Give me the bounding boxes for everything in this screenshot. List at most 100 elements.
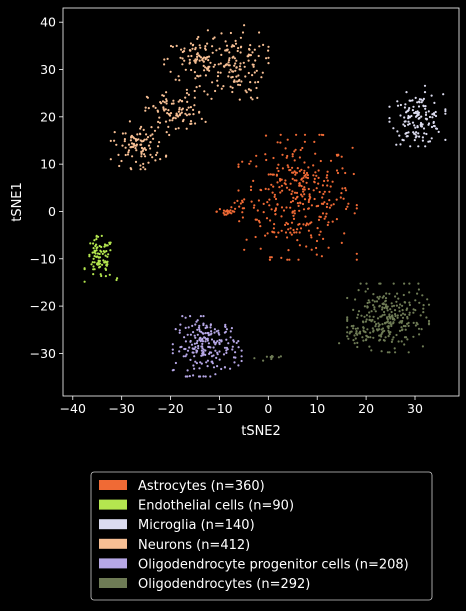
data-point <box>354 332 358 335</box>
data-point <box>92 265 95 268</box>
series-5 <box>253 282 431 362</box>
data-point <box>92 273 95 276</box>
data-point <box>416 292 419 295</box>
data-point <box>267 45 270 48</box>
data-point <box>326 202 329 205</box>
data-point <box>358 332 361 335</box>
data-point <box>422 105 425 108</box>
data-point <box>397 340 400 343</box>
data-point <box>193 334 196 337</box>
data-point <box>207 65 210 68</box>
data-point <box>372 330 375 333</box>
data-point <box>183 347 186 351</box>
data-point <box>433 113 436 116</box>
data-point <box>144 109 147 112</box>
data-point <box>93 239 96 242</box>
data-point <box>377 297 380 300</box>
data-point <box>378 339 381 342</box>
data-point <box>327 246 330 249</box>
data-point <box>240 359 243 363</box>
data-point <box>326 184 329 187</box>
data-point <box>139 133 142 136</box>
data-point <box>417 327 421 330</box>
data-point <box>192 331 195 334</box>
data-point <box>172 116 175 119</box>
data-point <box>303 186 306 189</box>
data-point <box>280 206 284 209</box>
data-point <box>267 188 270 191</box>
data-point <box>420 101 423 104</box>
data-point <box>413 111 416 115</box>
data-point <box>204 349 207 352</box>
data-point <box>198 85 201 88</box>
data-point <box>401 316 405 319</box>
data-point <box>403 313 407 316</box>
data-point <box>430 94 433 97</box>
data-point <box>305 222 308 225</box>
data-point <box>418 301 421 304</box>
data-point <box>406 338 409 341</box>
data-point <box>293 231 296 234</box>
data-point <box>262 211 265 214</box>
data-point <box>93 268 96 271</box>
data-point <box>238 65 242 68</box>
data-point <box>300 185 303 188</box>
data-point <box>128 120 131 123</box>
data-point <box>206 56 209 59</box>
data-point <box>421 136 424 139</box>
data-point <box>164 108 167 111</box>
data-point <box>165 99 168 103</box>
data-point <box>155 153 158 157</box>
data-point <box>412 131 415 134</box>
data-point <box>189 340 192 343</box>
data-point <box>97 256 101 259</box>
data-point <box>124 132 127 135</box>
data-point <box>302 180 305 183</box>
data-point <box>317 169 320 172</box>
data-point <box>96 252 100 255</box>
data-point <box>129 139 132 142</box>
data-point <box>204 375 207 378</box>
data-point <box>323 201 326 204</box>
data-point <box>273 195 276 198</box>
data-point <box>328 199 331 202</box>
data-point <box>344 187 347 190</box>
data-point <box>135 143 138 146</box>
data-point <box>390 340 393 343</box>
data-point <box>287 249 290 252</box>
data-point <box>140 140 144 143</box>
data-point <box>417 113 420 116</box>
data-point <box>213 331 216 334</box>
data-point <box>191 44 194 47</box>
data-point <box>196 58 199 61</box>
data-point <box>364 320 367 323</box>
data-point <box>414 96 417 99</box>
data-point <box>131 155 134 158</box>
data-point <box>95 238 98 241</box>
x-tick-label: −30 <box>108 401 134 416</box>
data-point <box>209 326 212 329</box>
data-point <box>346 296 349 300</box>
data-point <box>185 92 189 95</box>
data-point <box>400 326 403 329</box>
data-point <box>199 74 202 77</box>
data-point <box>391 338 394 341</box>
data-point <box>194 336 197 339</box>
data-point <box>372 315 375 318</box>
data-point <box>303 193 306 196</box>
data-point <box>347 337 350 340</box>
data-point <box>189 122 192 125</box>
data-point <box>222 211 225 215</box>
data-point <box>124 146 127 149</box>
data-point <box>427 122 431 125</box>
data-point <box>232 356 236 359</box>
data-point <box>182 50 186 53</box>
data-point <box>408 282 411 285</box>
data-point <box>177 75 180 78</box>
data-point <box>410 114 413 118</box>
data-point <box>444 109 447 113</box>
data-point <box>143 138 146 141</box>
data-point <box>249 188 253 192</box>
data-point <box>183 59 186 62</box>
data-point <box>115 278 118 282</box>
